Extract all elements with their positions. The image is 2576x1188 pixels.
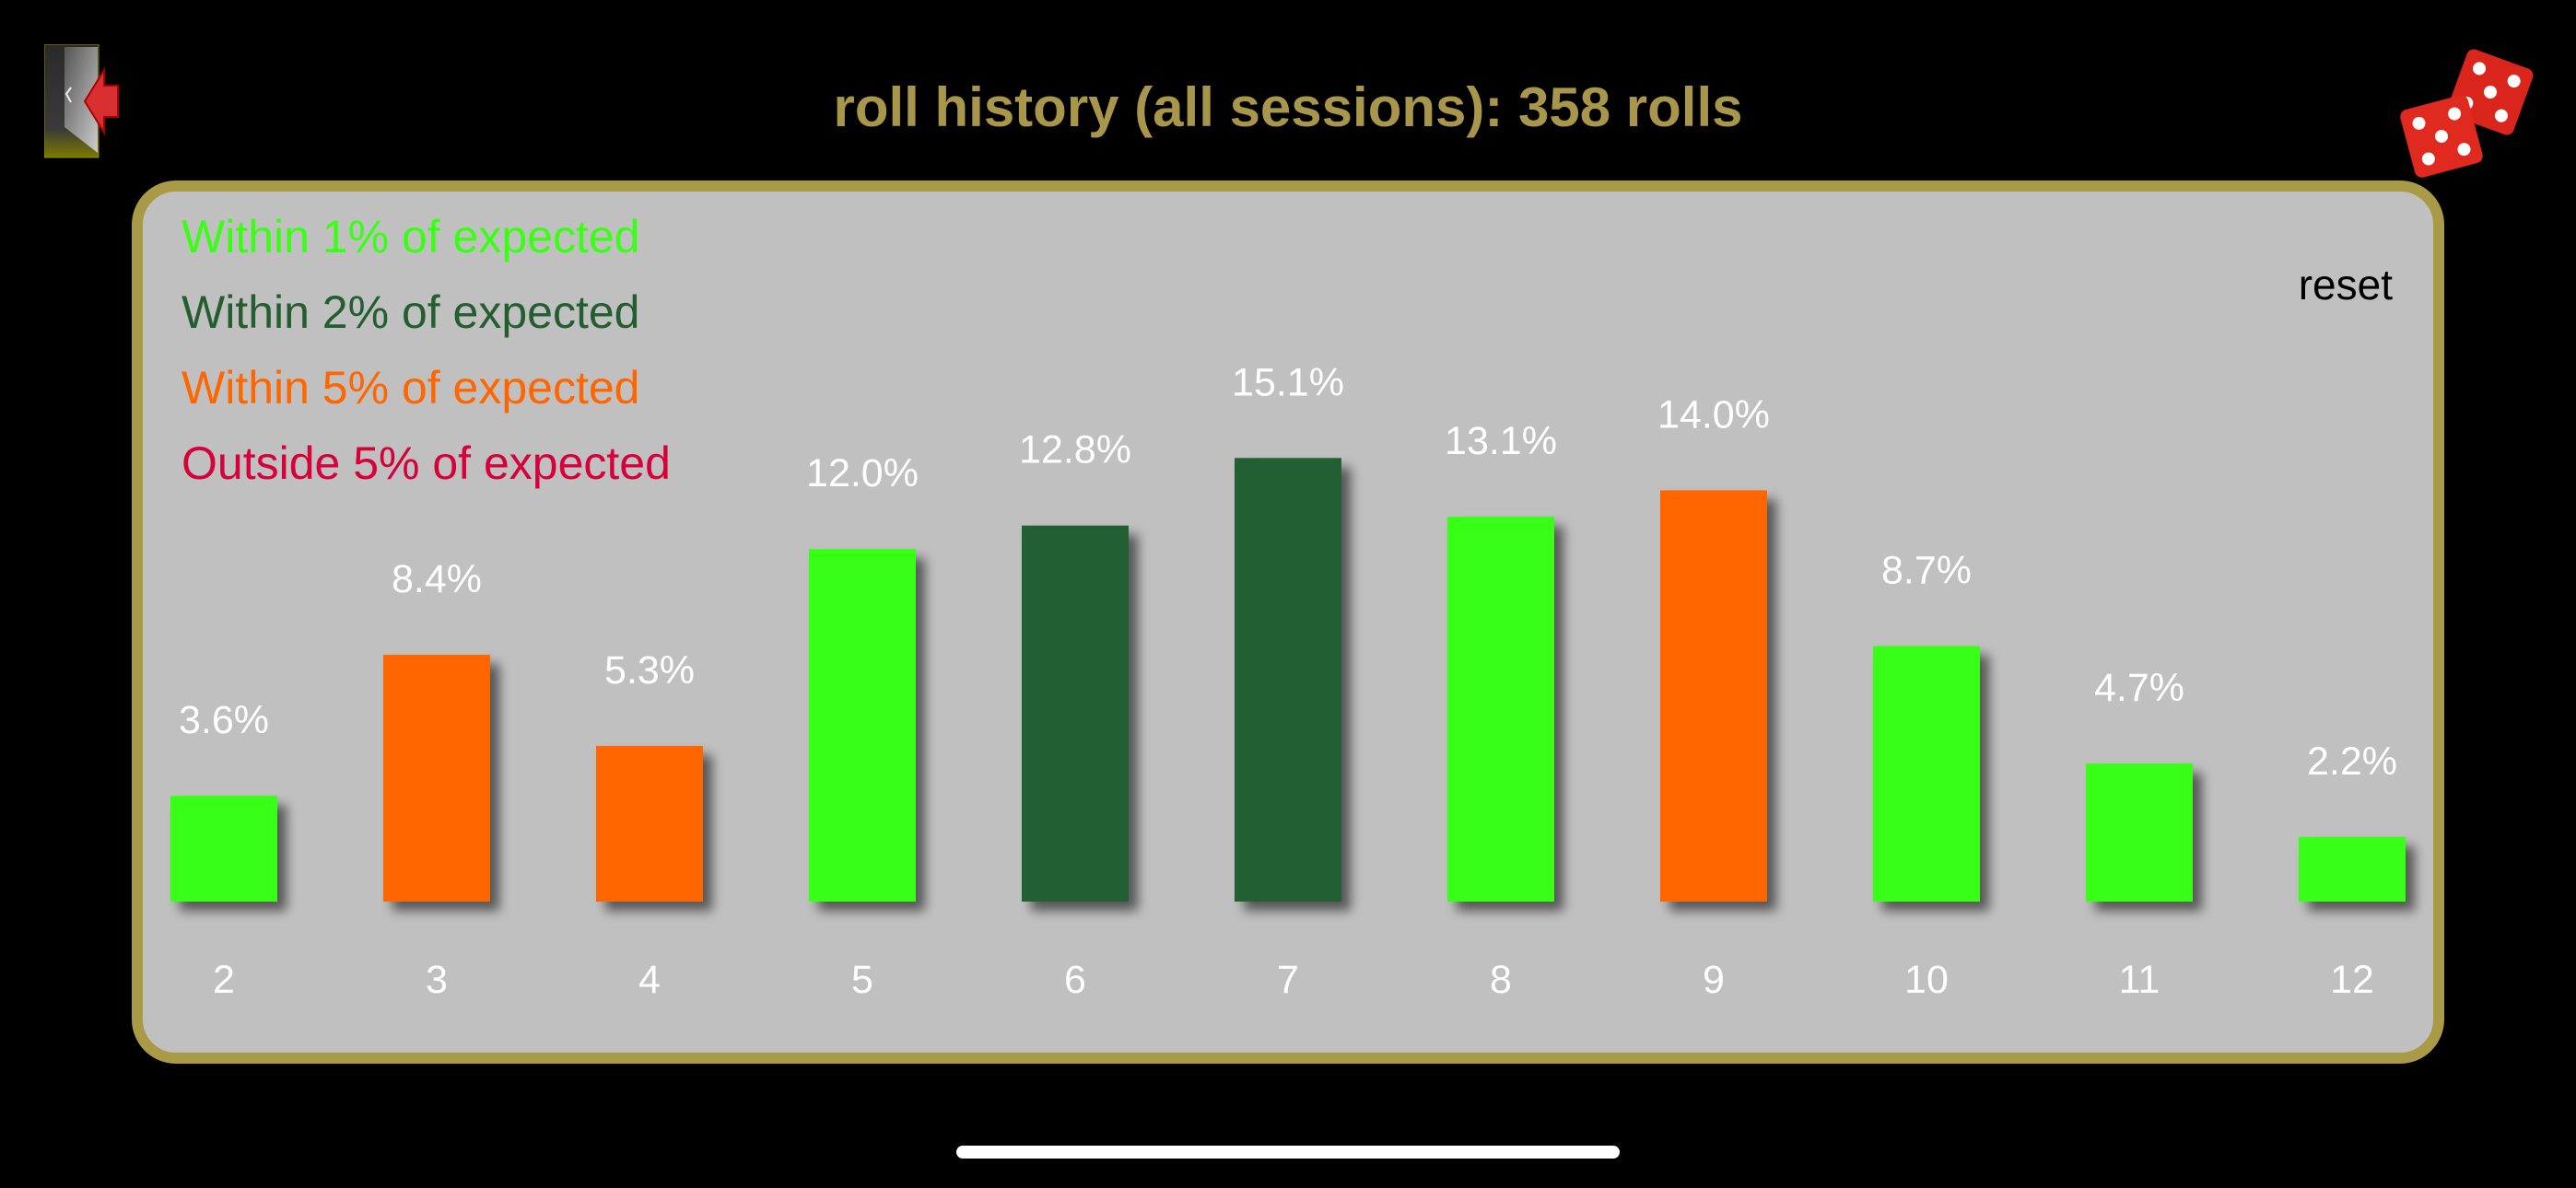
bar-7	[1235, 458, 1341, 902]
x-tick-label: 3	[426, 958, 448, 1002]
bar-value-label: 8.4%	[392, 557, 482, 601]
page-title: roll history (all sessions): 358 rolls	[833, 76, 1743, 138]
bar-value-label: 3.6%	[179, 698, 269, 742]
x-tick-label: 11	[2119, 958, 2160, 1002]
home-indicator[interactable]	[956, 1146, 1620, 1159]
bar-2	[170, 796, 277, 902]
bar-value-label: 4.7%	[2094, 666, 2184, 710]
bar-value-label: 8.7%	[1881, 548, 1972, 592]
x-tick-label: 5	[851, 958, 873, 1002]
x-tick-label: 9	[1703, 958, 1725, 1002]
x-tick-label: 2	[213, 958, 235, 1002]
bar-8	[1447, 517, 1554, 902]
x-tick-label: 6	[1064, 958, 1086, 1002]
legend-within-5: Within 5% of expected	[181, 362, 640, 413]
back-button[interactable]	[43, 43, 175, 158]
bar-12	[2299, 836, 2406, 902]
x-tick-label: 10	[1904, 958, 1949, 1002]
red-dice-icon	[2394, 37, 2541, 184]
bar-value-label: 2.2%	[2307, 740, 2397, 784]
x-tick-label: 12	[2330, 958, 2374, 1002]
bar-6	[1022, 525, 1129, 902]
x-tick-label: 8	[1490, 958, 1512, 1002]
legend-outside-5: Outside 5% of expected	[181, 437, 671, 489]
bar-value-label: 14.0%	[1657, 392, 1770, 437]
chart-panel: Within 1% of expected Within 2% of expec…	[132, 181, 2444, 1064]
bar-9	[1660, 490, 1767, 902]
bar-3	[383, 655, 490, 902]
bar-value-label: 12.8%	[1019, 428, 1131, 472]
door-exit-arrow-icon	[43, 43, 119, 158]
bar-10	[1873, 646, 1980, 902]
bar-value-label: 5.3%	[604, 648, 695, 693]
x-tick-label: 4	[638, 958, 661, 1002]
legend-within-2: Within 2% of expected	[181, 286, 640, 338]
bar-11	[2086, 763, 2193, 902]
reset-button[interactable]: reset	[2298, 261, 2393, 309]
bar-value-label: 13.1%	[1445, 419, 1557, 463]
bar-value-label: 12.0%	[806, 451, 919, 495]
bar-value-label: 15.1%	[1232, 360, 1344, 404]
bar-5	[809, 549, 916, 902]
roll-histogram: 3.6% 2 8.4% 3 5.3% 4 12.0% 5 12.8% 6 15.1% 7 13.1% 8 1…	[170, 360, 2406, 1002]
bar-4	[596, 745, 703, 902]
legend-within-1: Within 1% of expected	[181, 211, 640, 262]
x-tick-label: 7	[1277, 958, 1299, 1002]
